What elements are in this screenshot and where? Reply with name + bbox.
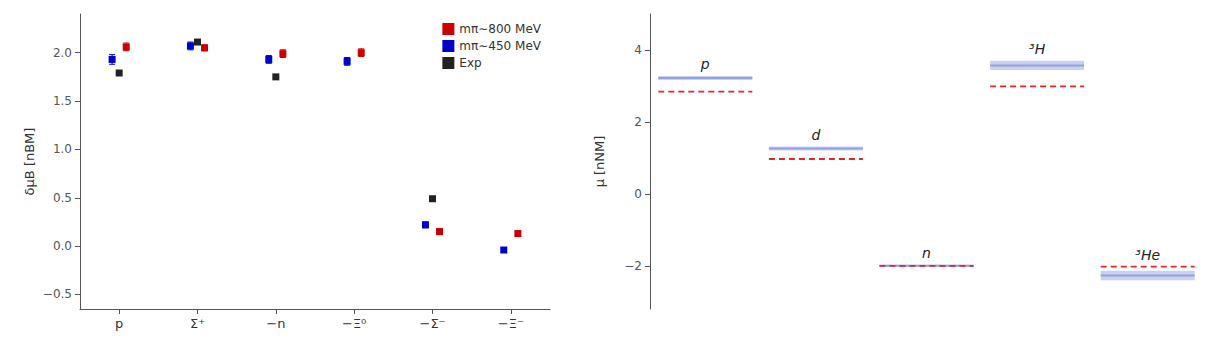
svg-text:−2: −2 <box>624 259 642 273</box>
svg-text:4: 4 <box>634 43 642 57</box>
svg-text:Exp: Exp <box>459 56 481 70</box>
svg-text:−0.5: −0.5 <box>43 287 72 301</box>
svg-text:1.5: 1.5 <box>53 94 72 108</box>
svg-text:p: p <box>115 316 123 331</box>
svg-text:2.0: 2.0 <box>53 46 72 60</box>
svg-text:p: p <box>700 56 710 72</box>
svg-text:0.5: 0.5 <box>53 191 72 205</box>
svg-text:0: 0 <box>634 187 642 201</box>
svg-text:³He: ³He <box>1135 247 1160 263</box>
svg-text:−Ξ⁰: −Ξ⁰ <box>342 316 366 331</box>
svg-text:d: d <box>811 127 820 143</box>
svg-text:−Ξ⁻: −Ξ⁻ <box>498 316 524 331</box>
svg-text:0.0: 0.0 <box>53 239 72 253</box>
svg-text:n: n <box>922 245 931 261</box>
svg-text:−n: −n <box>266 316 285 331</box>
svg-text:³H: ³H <box>1029 41 1046 57</box>
svg-text:1.0: 1.0 <box>53 142 72 156</box>
svg-text:δμB [nBM]: δμB [nBM] <box>22 128 37 196</box>
svg-text:2: 2 <box>634 115 642 129</box>
svg-text:mπ∼450 MeV: mπ∼450 MeV <box>459 39 541 53</box>
svg-text:μ [nNM]: μ [nNM] <box>592 136 607 188</box>
svg-text:−Σ⁻: −Σ⁻ <box>420 316 446 331</box>
svg-text:mπ∼800 MeV: mπ∼800 MeV <box>459 22 541 36</box>
svg-text:Σ⁺: Σ⁺ <box>190 316 205 331</box>
